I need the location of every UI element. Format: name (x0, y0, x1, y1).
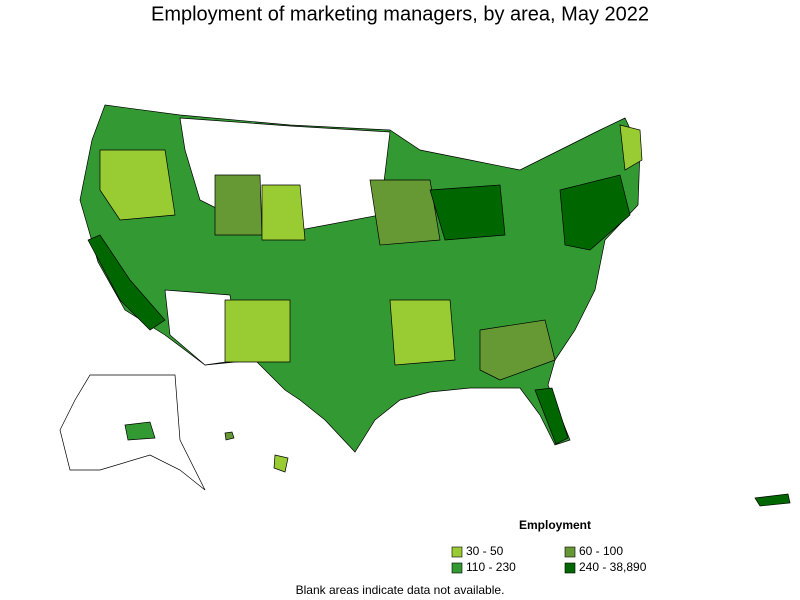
legend-label: 240 - 38,890 (579, 560, 647, 574)
region-olive-mountain (214, 174, 263, 236)
legend-swatch (451, 562, 463, 574)
region-olive-southeast (479, 319, 556, 381)
region-light-northwest (99, 149, 176, 221)
legend-label: 110 - 230 (466, 560, 516, 574)
map (59, 104, 791, 507)
region-dark-east (559, 174, 631, 251)
region-dark-greatlakes (429, 184, 506, 241)
region-light-newmexico (224, 299, 291, 363)
region-dark-florida (534, 387, 569, 445)
footnote: Blank areas indicate data not available. (296, 583, 505, 597)
legend-label: 30 - 50 (466, 544, 504, 558)
map-title: Employment of marketing managers, by are… (151, 3, 649, 25)
region-light-maine (619, 124, 643, 171)
region-olive-midwest (369, 179, 441, 246)
region-light-south (389, 299, 456, 366)
hawaii-1 (224, 431, 235, 441)
legend-swatch (564, 562, 576, 574)
legend-swatch (564, 546, 576, 558)
legend-swatch (451, 546, 463, 558)
hawaii-2 (273, 454, 289, 473)
region-blank-southwest (164, 289, 241, 366)
legend-title: Employment (519, 518, 591, 532)
legend-label: 60 - 100 (579, 544, 623, 558)
puerto-rico (754, 493, 791, 507)
alaska-region (124, 421, 156, 441)
region-light-wyoming (261, 184, 306, 241)
region-dark-california (87, 234, 166, 331)
legend: 30 - 50 60 - 100 110 - 230 240 - 38,890 (451, 544, 647, 574)
